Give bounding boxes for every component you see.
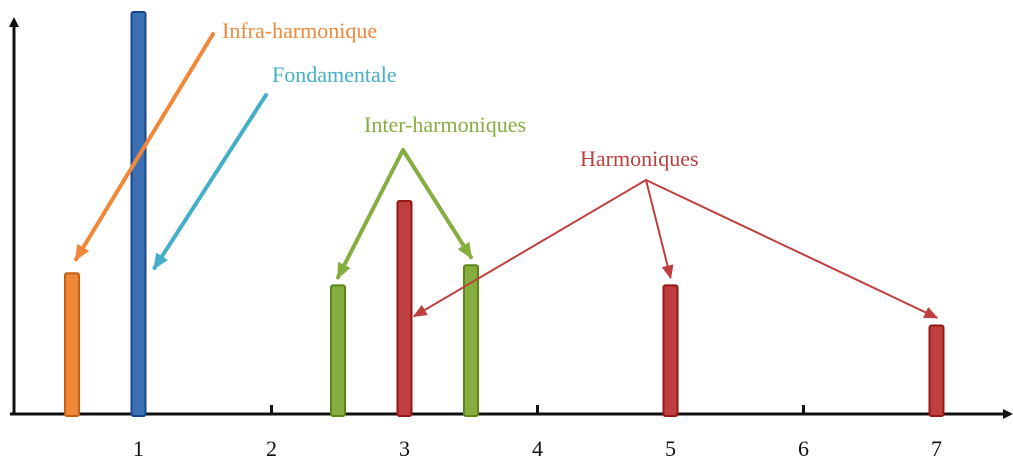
arrow-infra <box>74 32 215 262</box>
bar-harm-3 <box>396 199 413 417</box>
x-tick-label: 1 <box>133 436 144 461</box>
bar-infra-0 <box>64 272 80 417</box>
annotation-infra-harmonique: Infra-harmonique <box>222 18 377 43</box>
annotation-harmoniques: Harmoniques <box>580 146 699 171</box>
x-tick-label: 2 <box>266 436 277 461</box>
annotation-labels: Infra-harmonique Fondamentale Inter-harm… <box>222 18 699 171</box>
x-tick-label: 7 <box>931 436 942 461</box>
annotation-arrows <box>74 32 939 319</box>
axes <box>9 17 1013 419</box>
bar-harm-6 <box>928 324 945 417</box>
arrow-inter-right <box>401 148 473 260</box>
x-tick-label: 4 <box>532 436 543 461</box>
arrow-harm-2 <box>645 179 674 280</box>
bar-inter-4 <box>463 264 479 418</box>
bars <box>64 11 945 418</box>
bar-fund-1 <box>130 11 147 417</box>
annotation-inter-harmoniques: Inter-harmoniques <box>364 112 526 137</box>
x-tick-label: 3 <box>399 436 410 461</box>
arrow-harm-1 <box>412 179 647 318</box>
annotation-fondamentale: Fondamentale <box>272 62 397 87</box>
x-tick-label: 6 <box>798 436 809 461</box>
arrow-fund <box>152 93 268 270</box>
x-tick-label: 5 <box>665 436 676 461</box>
bar-harm-5 <box>662 284 679 417</box>
arrow-inter-left <box>336 148 405 280</box>
arrow-harm-3 <box>645 179 939 319</box>
bar-inter-2 <box>330 284 346 417</box>
